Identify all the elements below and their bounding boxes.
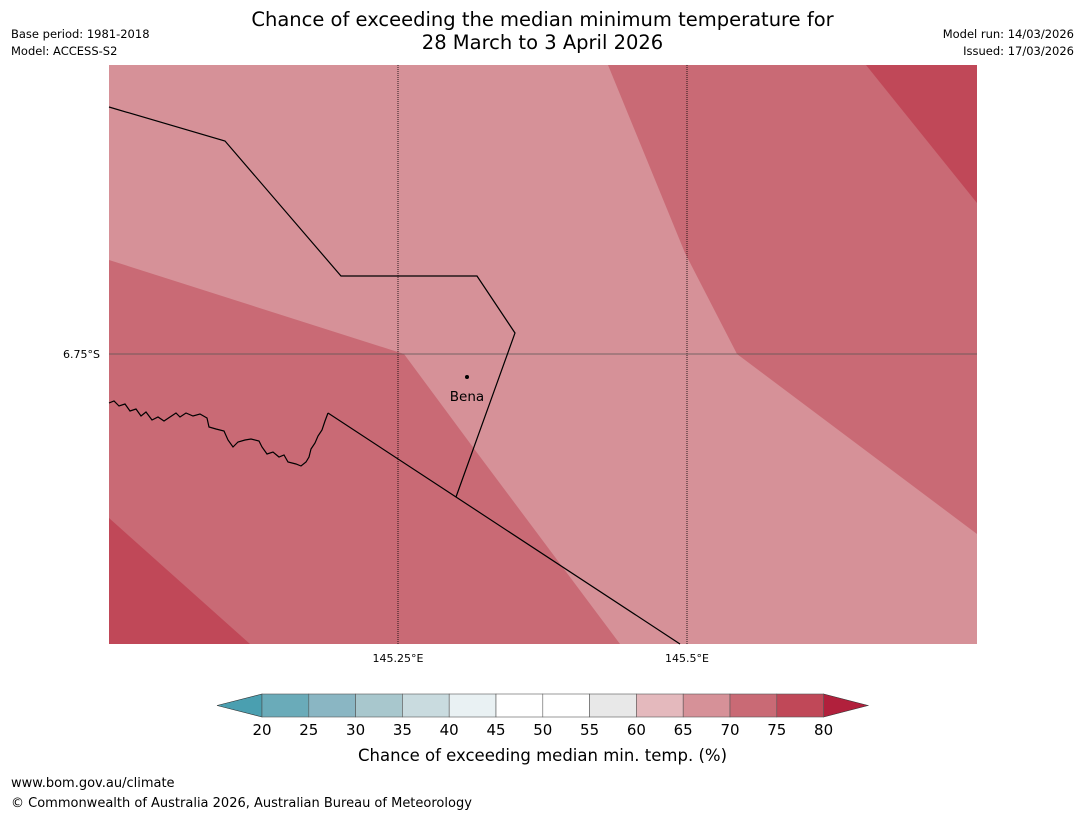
colorbar-swatch-65-70	[682, 693, 731, 718]
colorbar-swatch-60-65	[636, 693, 684, 718]
issued-date: Issued: 17/03/2026	[963, 44, 1074, 58]
colorbar-swatch-55-60	[589, 693, 637, 718]
colorbar-swatch-25-30	[308, 693, 356, 718]
town-marker-bena[interactable]	[465, 375, 469, 379]
footer-copyright: © Commonwealth of Australia 2026, Austra…	[11, 796, 472, 811]
province-boundary-south	[327, 412, 681, 645]
base-period: Base period: 1981-2018	[11, 27, 150, 41]
colorbar-tick-40: 40	[440, 721, 459, 739]
metadata-left: Base period: 1981-2018 Model: ACCESS-S2	[11, 26, 150, 60]
colorbar-tick-65: 65	[674, 721, 693, 739]
colorbar-tick-55: 55	[580, 721, 599, 739]
colorbar-tick-45: 45	[486, 721, 505, 739]
colorbar-extension-under	[216, 693, 263, 718]
colorbar-tick-70: 70	[720, 721, 739, 739]
zone-70-75-northeast	[608, 65, 977, 534]
colorbar: 20 25 30 35 40 45 50 55 60 65 70 75 80	[216, 693, 870, 739]
river-boundary-west	[108, 400, 329, 467]
colorbar-swatch-20-25	[261, 693, 310, 718]
province-boundary-north	[108, 106, 516, 498]
longitude-label-145-25: 145.25°E	[373, 652, 424, 665]
longitude-label-145-5: 145.5°E	[665, 652, 709, 665]
colorbar-title: Chance of exceeding median min. temp. (%…	[357, 746, 728, 765]
colorbar-swatch-45-50	[495, 693, 544, 718]
colorbar-tick-60: 60	[627, 721, 646, 739]
colorbar-tick-35: 35	[393, 721, 412, 739]
colorbar-swatch-50-55	[542, 693, 590, 718]
colorbar-swatch-70-75	[729, 693, 778, 718]
model-name: Model: ACCESS-S2	[11, 44, 118, 58]
colorbar-swatch-30-35	[355, 693, 403, 718]
footer-url[interactable]: www.bom.gov.au/climate	[11, 776, 175, 791]
zone-75-80-northeast	[866, 65, 977, 203]
colorbar-swatch-75-80	[776, 693, 824, 718]
colorbar-tick-80: 80	[814, 721, 833, 739]
zone-75-80-southwest	[109, 518, 250, 644]
colorbar-tick-20: 20	[252, 721, 271, 739]
map-figure: Bena 6.75°S 145.25°E 145.5°E 20 25 30 35 40 4…	[63, 65, 977, 739]
zone-70-75-southwest	[109, 260, 620, 644]
colorbar-tick-30: 30	[346, 721, 365, 739]
town-label-bena: Bena	[450, 389, 484, 405]
colorbar-tick-75: 75	[767, 721, 786, 739]
colorbar-extension-over	[823, 693, 870, 718]
model-run: Model run: 14/03/2026	[942, 27, 1074, 41]
latitude-label: 6.75°S	[63, 348, 100, 361]
colorbar-tick-50: 50	[533, 721, 552, 739]
metadata-right: Model run: 14/03/2026 Issued: 17/03/2026	[943, 26, 1074, 60]
map-area[interactable]: Bena 6.75°S 145.25°E 145.5°E	[63, 65, 977, 665]
colorbar-swatch-40-45	[448, 693, 497, 718]
title-line-2: 28 March to 3 April 2026	[421, 31, 664, 54]
colorbar-swatch-35-40	[402, 693, 450, 718]
colorbar-tick-25: 25	[299, 721, 318, 739]
title-line-1: Chance of exceeding the median minimum t…	[251, 8, 834, 31]
map-title: Chance of exceeding the median minimum t…	[0, 8, 1085, 54]
